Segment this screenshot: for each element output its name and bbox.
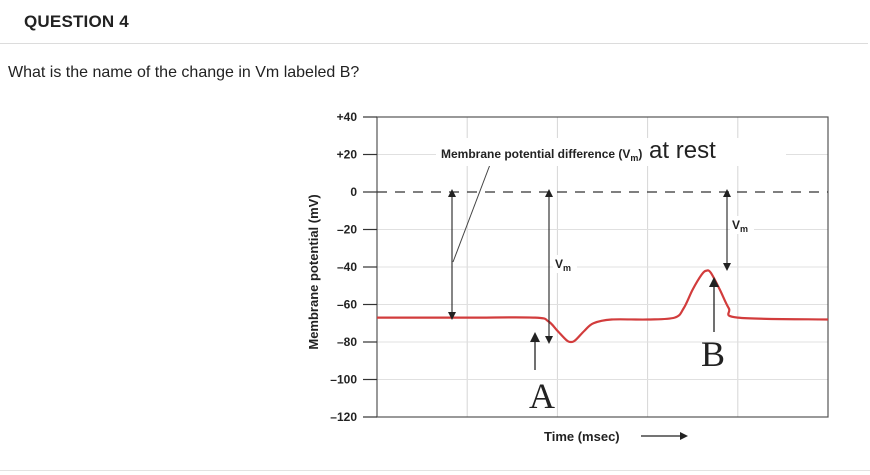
- y-axis-label: Membrane potential (mV): [306, 194, 321, 349]
- y-tick-label: +40: [337, 110, 358, 124]
- bottom-divider: [0, 470, 870, 471]
- vm-label-b-bg: [730, 216, 754, 234]
- y-tick-label: 0: [350, 185, 357, 199]
- question-prompt: What is the name of the change in Vm lab…: [8, 64, 360, 81]
- y-tick-label: –100: [330, 373, 357, 387]
- label-b: B: [701, 334, 725, 374]
- annotation-pointer: [452, 161, 492, 263]
- y-tick-label: –20: [337, 223, 357, 237]
- membrane-potential-curve: [377, 269, 829, 344]
- y-tick-label: –60: [337, 298, 357, 312]
- vm-label-a-bg: [553, 255, 577, 273]
- y-tick-label: +20: [337, 148, 358, 162]
- vm-label-a: Vm: [555, 257, 571, 273]
- question-header: QUESTION 4: [0, 0, 868, 44]
- rest-annotation: Membrane potential difference (Vm) at re…: [441, 137, 716, 164]
- vm-label-b: Vm: [732, 218, 748, 234]
- y-tick-label: –80: [337, 335, 357, 349]
- x-axis-label: Time (msec): [544, 429, 620, 444]
- question-title: QUESTION 4: [24, 12, 129, 31]
- annotation-background: [436, 138, 786, 166]
- y-tick-label: –40: [337, 260, 357, 274]
- y-axis: +40 +20 0 –20 –40 –60 –80 –100 –120: [330, 110, 377, 424]
- label-a: A: [529, 376, 555, 416]
- y-tick-label: –120: [330, 410, 357, 424]
